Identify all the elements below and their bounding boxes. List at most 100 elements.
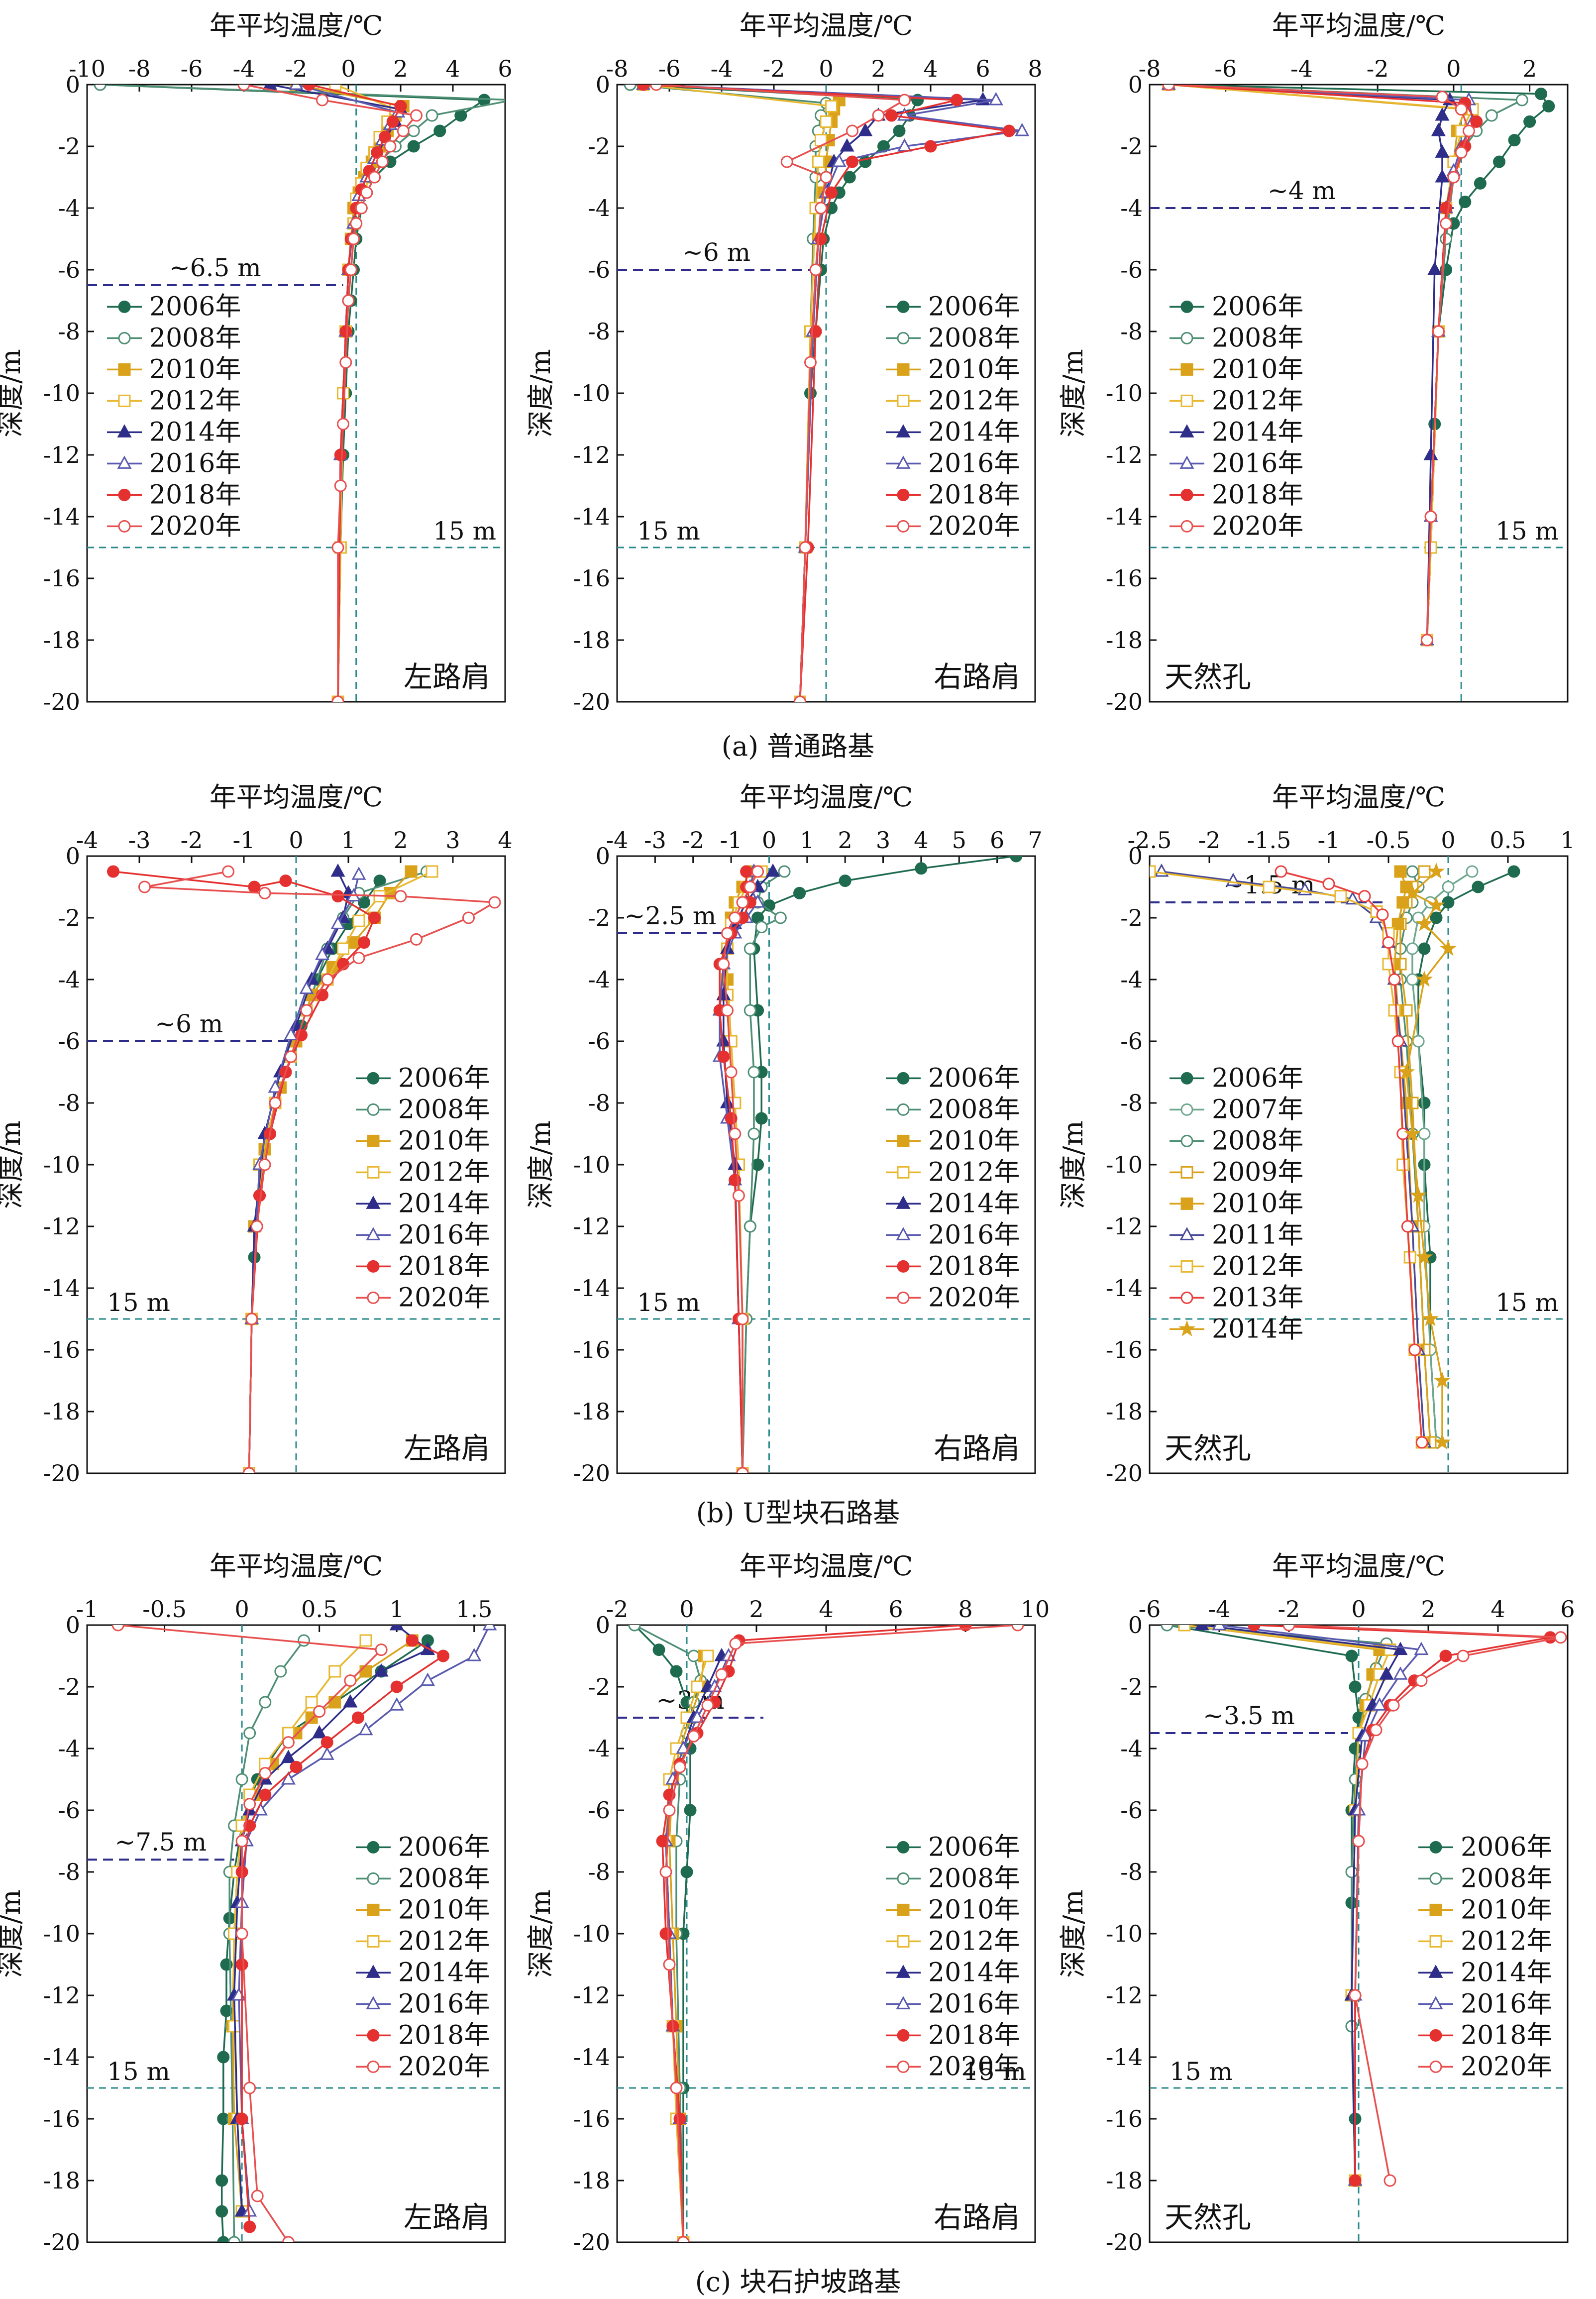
y-tick-label: -2 <box>58 133 80 160</box>
legend-marker <box>897 488 910 501</box>
legend-marker <box>897 1260 910 1273</box>
data-point <box>217 2051 230 2064</box>
y-tick-label: -8 <box>1120 1090 1143 1116</box>
legend-entry: 2013年 <box>1212 1283 1303 1313</box>
legend-marker <box>367 1903 380 1916</box>
x-tick-label: 0 <box>762 827 776 854</box>
data-point <box>215 2205 228 2218</box>
data-point <box>235 1958 248 1971</box>
data-point <box>1401 1220 1414 1233</box>
y-tick-label: -4 <box>1120 966 1143 993</box>
data-point <box>1554 1631 1567 1644</box>
y-tick-label: -20 <box>573 1460 610 1487</box>
data-point <box>1349 1680 1362 1693</box>
legend-entry: 2018年 <box>149 480 241 510</box>
y-axis-label: 深度/m <box>0 1889 26 1977</box>
legend-marker <box>896 1965 911 1978</box>
depth-15m-label: 15 m <box>637 517 700 546</box>
data-point <box>656 1835 669 1848</box>
data-point <box>482 1625 497 1631</box>
legend-entry: 2009年 <box>1212 1157 1303 1187</box>
data-point <box>1349 1989 1362 2002</box>
x-tick-label: 1 <box>1560 827 1575 854</box>
x-tick-label: 4 <box>819 1596 833 1623</box>
legend-entry: 2020年 <box>928 2052 1020 2081</box>
legend-marker <box>1180 520 1193 533</box>
data-point <box>389 1697 404 1711</box>
legend-entry: 2006年 <box>928 1063 1020 1093</box>
legend-entry: 2010年 <box>928 1895 1020 1925</box>
legend-entry: 2012年 <box>1212 386 1303 416</box>
x-tick-label: -0.5 <box>142 1596 187 1623</box>
y-axis-label: 深度/m <box>1058 349 1089 437</box>
data-point <box>840 138 854 152</box>
data-point <box>755 921 768 934</box>
data-point <box>1372 1697 1387 1711</box>
x-tick-label: 6 <box>990 827 1004 854</box>
data-point <box>872 109 885 122</box>
data-point <box>778 865 791 878</box>
y-tick-label: -10 <box>43 380 80 407</box>
y-tick-label: -6 <box>1120 1028 1143 1055</box>
data-point <box>1376 908 1389 921</box>
data-point <box>951 94 963 107</box>
data-point <box>1442 896 1455 909</box>
x-tick-label: -4 <box>711 55 733 82</box>
x-tick-label: 5 <box>952 827 966 854</box>
depth-15m-label: 15 m <box>1170 2057 1233 2086</box>
data-point <box>1194 1625 1209 1631</box>
legend-entry: 2012年 <box>398 1926 490 1956</box>
data-point <box>765 863 780 877</box>
y-tick-label: -2 <box>58 1673 80 1700</box>
legend-marker <box>1429 1935 1442 1948</box>
y-axis-label: 深度/m <box>525 1889 556 1977</box>
series-line <box>1393 871 1425 1443</box>
data-point <box>368 171 381 184</box>
data-point <box>258 886 271 899</box>
data-point <box>729 1637 742 1650</box>
data-point <box>1358 1728 1373 1742</box>
legend-marker <box>367 1935 380 1948</box>
y-tick-label: -20 <box>43 2229 80 2256</box>
legend-entry: 2008年 <box>1461 1863 1552 1893</box>
data-point <box>390 1680 403 1693</box>
data-point <box>1457 1649 1470 1662</box>
permafrost-table-label: ~3.5 m <box>1203 1701 1295 1730</box>
legend-marker <box>897 394 910 407</box>
data-point <box>300 1004 313 1017</box>
legend-marker <box>1428 1965 1443 1978</box>
legend-entry: 2010年 <box>928 354 1020 384</box>
y-tick-label: 0 <box>1128 71 1143 98</box>
y-axis-label: 深度/m <box>525 349 556 437</box>
data-point <box>820 115 833 128</box>
data-point <box>358 896 370 909</box>
data-point <box>1161 1625 1173 1632</box>
data-point <box>433 124 446 137</box>
data-point <box>736 896 749 909</box>
data-point <box>747 1127 760 1140</box>
data-point <box>305 1696 318 1709</box>
data-point <box>1415 1674 1428 1687</box>
data-point <box>744 1220 756 1233</box>
data-point <box>316 94 328 107</box>
x-tick-label: 3 <box>876 827 890 854</box>
data-point <box>262 85 278 90</box>
data-point <box>315 947 330 960</box>
legend-entry: 2010年 <box>1212 1189 1303 1218</box>
data-point <box>637 85 649 91</box>
data-point <box>298 1634 311 1647</box>
data-point <box>420 1672 435 1686</box>
series-line <box>723 871 774 1473</box>
data-point <box>407 140 420 153</box>
data-point <box>780 155 793 168</box>
y-tick-label: 0 <box>66 1612 80 1639</box>
data-point <box>687 1649 700 1662</box>
y-tick-label: -20 <box>1106 1460 1143 1487</box>
location-label: 左路肩 <box>404 660 490 694</box>
data-point <box>1415 970 1433 987</box>
x-tick-label: -1 <box>720 827 743 854</box>
data-point <box>680 1865 693 1878</box>
data-point <box>1433 1371 1451 1388</box>
data-point <box>744 942 756 955</box>
legend-entry: 2020年 <box>149 511 241 541</box>
